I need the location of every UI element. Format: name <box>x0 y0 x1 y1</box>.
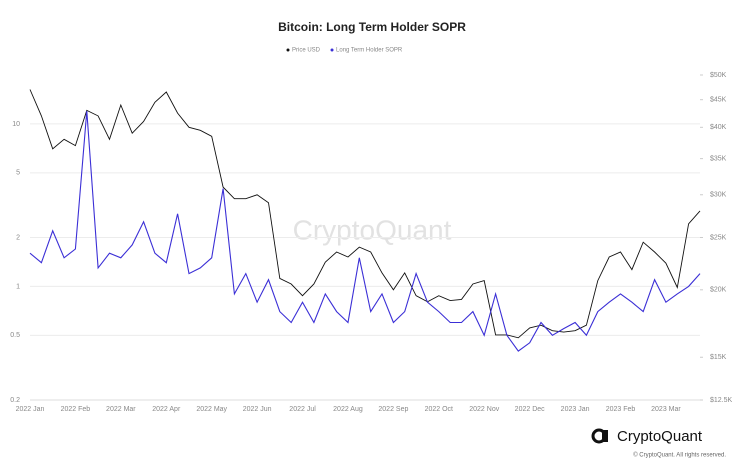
y2-tick-label: $35K <box>710 155 727 162</box>
y-tick-label: 0.2 <box>10 397 20 404</box>
legend-label: Price USD <box>292 48 321 54</box>
x-tick-label: 2022 Feb <box>61 406 91 413</box>
legend-label: Long Term Holder SOPR <box>336 48 403 54</box>
y-tick-label: 10 <box>12 121 20 128</box>
y2-tick-label: $50K <box>710 72 727 79</box>
x-tick-label: 2022 Nov <box>469 406 499 413</box>
y2-tick-label: $15K <box>710 354 727 361</box>
y2-tick-label: $45K <box>710 97 727 104</box>
series-line <box>29 111 701 352</box>
x-tick-label: 2023 Jan <box>561 406 590 413</box>
y2-tick-label: $20K <box>710 287 727 294</box>
x-tick-label: 2022 Mar <box>106 406 136 413</box>
legend-swatch <box>286 48 290 52</box>
y2-tick-label: $12.5K <box>710 397 733 404</box>
x-tick-label: 2022 Sep <box>378 406 408 413</box>
chart-title: Bitcoin: Long Term Holder SOPR <box>278 20 466 34</box>
x-tick-label: 2022 May <box>196 406 227 413</box>
x-tick-label: 2022 Dec <box>515 406 545 413</box>
y2-tick-label: $25K <box>710 234 727 241</box>
x-tick-label: 2022 Jun <box>243 406 272 413</box>
legend-swatch <box>330 48 334 52</box>
x-tick-label: 2023 Feb <box>606 406 636 413</box>
x-tick-label: 2022 Jan <box>16 406 45 413</box>
brand-logo <box>591 428 608 444</box>
y-tick-label: 1 <box>16 283 20 290</box>
watermark: CryptoQuant <box>293 214 452 245</box>
x-tick-label: 2022 Oct <box>425 406 453 413</box>
brand-name: CryptoQuant <box>617 428 703 445</box>
x-tick-label: 2022 Jul <box>289 406 316 413</box>
y-tick-label: 5 <box>16 170 20 177</box>
x-tick-label: 2023 Mar <box>651 406 681 413</box>
y2-tick-label: $40K <box>710 124 727 131</box>
y-tick-label: 0.5 <box>10 332 20 339</box>
y-tick-label: 2 <box>16 234 20 241</box>
copyright: © CryptoQuant. All rights reserved. <box>633 452 726 459</box>
y2-tick-label: $30K <box>710 192 727 199</box>
series-line <box>29 89 701 339</box>
x-tick-label: 2022 Aug <box>333 406 363 413</box>
x-tick-label: 2022 Apr <box>152 406 181 413</box>
